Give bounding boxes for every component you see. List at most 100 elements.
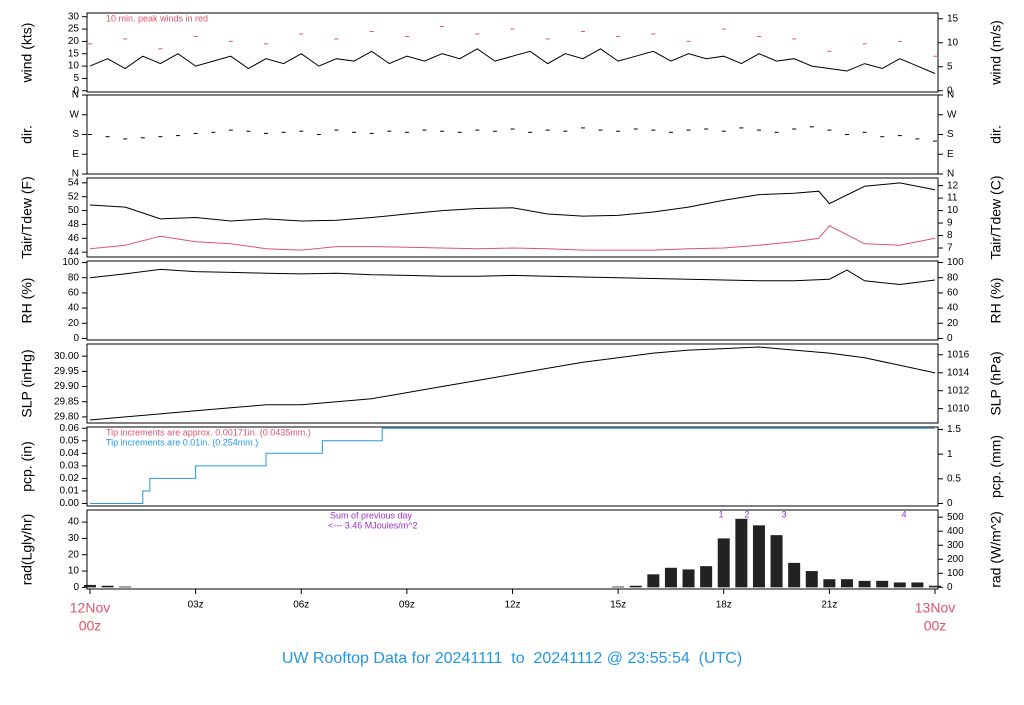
panel-frame	[86, 177, 939, 258]
y-tick-label: 30.00	[54, 351, 79, 362]
x-tick-label: 21z	[821, 600, 837, 611]
y-tick-label: 0.05	[60, 435, 80, 446]
y-tick-label: E	[72, 149, 79, 160]
bar	[612, 586, 625, 588]
peak-label: 1	[718, 509, 723, 519]
y2-tick-label: 0	[947, 85, 953, 96]
y-tick-label: 0	[73, 85, 79, 96]
panel-frame	[86, 343, 939, 424]
y-tick-label: N	[72, 169, 79, 180]
y2-tick-label: 1012	[947, 385, 970, 396]
y-tick-label: 0.04	[60, 448, 80, 459]
y2-tick-label: 1016	[947, 349, 970, 360]
bar	[629, 585, 642, 588]
x-tick-label: 15z	[610, 600, 626, 611]
y2-tick-label: 7	[947, 243, 953, 254]
y-axis-label: dir.	[19, 125, 35, 144]
y2-tick-label: 60	[947, 288, 959, 299]
bar	[929, 585, 941, 588]
y2-tick-label: 0	[947, 333, 953, 344]
series-line	[89, 182, 936, 222]
y2-tick-label: 15	[947, 13, 959, 24]
y2-tick-label: 1	[947, 449, 953, 460]
bar	[84, 584, 96, 588]
panel-frame	[86, 94, 939, 175]
bar	[119, 586, 132, 588]
y-tick-label: 100	[62, 257, 79, 268]
x-tick-label: 06z	[293, 600, 309, 611]
annotation: <--- 3.46 MJoules/m^2	[328, 520, 418, 530]
y2-tick-label: 20	[947, 318, 959, 329]
bar	[876, 580, 889, 588]
y2-tick-label: 100	[947, 568, 964, 579]
bar	[823, 579, 836, 588]
y2-axis-label: dir.	[988, 125, 1004, 144]
bar	[647, 574, 660, 588]
y2-tick-label: 40	[947, 303, 959, 314]
x-tick-label: 00z	[79, 618, 102, 634]
annotation: Tip increments are 0.01in. (0.254mm.)	[106, 437, 258, 447]
y2-tick-label: S	[947, 129, 954, 140]
y-tick-label: 0	[73, 333, 79, 344]
y-tick-label: 46	[68, 233, 80, 244]
bar	[752, 525, 765, 588]
annotation: 10 min. peak winds in red	[106, 13, 208, 23]
y-tick-label: 5	[73, 73, 79, 84]
y-tick-label: S	[72, 129, 79, 140]
y-tick-label: 15	[68, 48, 80, 59]
y2-axis-label: rad (W/m^2)	[988, 511, 1004, 588]
y2-tick-label: 1.5	[947, 424, 961, 435]
y2-axis-label: Tair/Tdew (C)	[988, 175, 1004, 259]
x-tick-label: 03z	[188, 600, 204, 611]
y2-axis-label: wind (m/s)	[988, 20, 1004, 86]
y2-tick-label: N	[947, 169, 954, 180]
y-tick-label: 60	[68, 288, 80, 299]
y2-tick-label: 500	[947, 512, 964, 523]
bar	[101, 585, 114, 588]
bar	[700, 566, 713, 588]
y2-axis-label: SLP (hPa)	[988, 351, 1004, 415]
y2-tick-label: 80	[947, 272, 959, 283]
y-tick-label: 29.95	[54, 366, 79, 377]
annotation: Sum of previous day	[330, 510, 413, 520]
y-axis-label: Tair/Tdew (F)	[19, 176, 35, 258]
y-axis-label: SLP (inHg)	[19, 349, 35, 417]
y-tick-label: 29.80	[54, 412, 79, 423]
y-tick-label: 0	[73, 582, 79, 593]
peak-label: 2	[744, 509, 749, 519]
y-tick-label: 30	[68, 11, 80, 22]
panel-frame	[86, 12, 939, 93]
y-axis-label: wind (kts)	[19, 23, 35, 84]
bar	[717, 538, 730, 588]
y-tick-label: 80	[68, 272, 80, 283]
y2-tick-label: 9	[947, 218, 953, 229]
y-tick-label: 54	[68, 177, 80, 188]
y-tick-label: 20	[68, 318, 80, 329]
y2-tick-label: 10	[947, 205, 959, 216]
y2-tick-label: 11	[947, 193, 958, 204]
y-tick-label: 40	[68, 517, 80, 528]
y-tick-label: 10	[68, 61, 80, 72]
x-tick-label: 18z	[716, 600, 732, 611]
bar	[805, 571, 818, 588]
y-tick-label: 29.90	[54, 381, 79, 392]
y-axis-label: RH (%)	[19, 278, 35, 324]
annotation: Tip increments are approx. 0.00171in. (0…	[106, 427, 311, 437]
y-tick-label: 0.03	[60, 461, 80, 472]
panel-frame	[86, 260, 939, 341]
y-tick-label: 40	[68, 303, 80, 314]
y-tick-label: 0.00	[60, 498, 80, 509]
y-tick-label: 30	[68, 533, 80, 544]
y2-tick-label: 12	[947, 180, 959, 191]
y2-tick-label: 0.5	[947, 473, 961, 484]
series-line	[89, 346, 936, 421]
x-date-label: 13Nov	[915, 600, 955, 616]
y2-tick-label: 8	[947, 230, 953, 241]
peak-label: 3	[781, 509, 786, 519]
footer-title: UW Rooftop Data for 20241111 to 20241112…	[282, 650, 742, 667]
y2-tick-label: 200	[947, 554, 964, 565]
y-tick-label: 0.02	[60, 473, 80, 484]
y-tick-label: 44	[68, 247, 80, 258]
y-tick-label: 0.06	[60, 423, 80, 434]
